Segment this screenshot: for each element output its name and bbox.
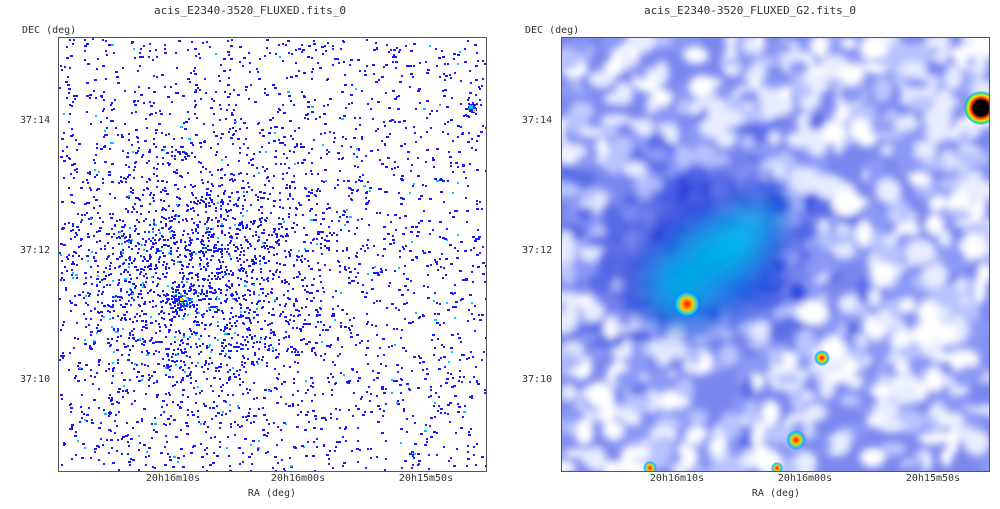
left-ytick-37-10: 37:10 <box>20 374 51 385</box>
left-image-plot[interactable] <box>58 37 487 472</box>
left-image-canvas <box>59 38 486 471</box>
right-image-canvas <box>562 38 989 471</box>
right-panel: acis_E2340-3520_FLUXED_G2.fits_0 DEC (de… <box>500 0 1000 509</box>
right-xtick-20h15m50s: 20h15m50s <box>905 473 961 484</box>
right-ytick-37-12: 37:12 <box>522 245 553 256</box>
cluster-core-source <box>673 290 701 318</box>
right-ra-axis-label: RA (deg) <box>751 488 801 499</box>
left-ytick-37-12: 37:12 <box>20 245 51 256</box>
left-ra-axis-label: RA (deg) <box>247 488 297 499</box>
right-image-plot[interactable] <box>561 37 990 472</box>
bright-point-source <box>964 91 989 125</box>
right-dec-axis-label: DEC (deg) <box>525 25 580 36</box>
left-xtick-20h15m50s: 20h15m50s <box>398 473 454 484</box>
faint-point-source <box>786 430 806 450</box>
faint-point-source <box>771 462 783 471</box>
faint-point-source <box>643 461 657 471</box>
right-ytick-37-14: 37:14 <box>522 115 553 126</box>
left-panel: acis_E2340-3520_FLUXED.fits_0 DEC (deg) … <box>20 4 487 499</box>
faint-point-source <box>814 350 830 366</box>
right-ytick-37-10: 37:10 <box>522 374 553 385</box>
right-xtick-20h16m00s: 20h16m00s <box>777 473 833 484</box>
left-xtick-20h16m00s: 20h16m00s <box>270 473 326 484</box>
left-panel-title: acis_E2340-3520_FLUXED.fits_0 <box>153 4 347 17</box>
left-xtick-20h16m10s: 20h16m10s <box>145 473 201 484</box>
left-ytick-37-14: 37:14 <box>20 115 51 126</box>
left-dec-axis-label: DEC (deg) <box>22 25 77 36</box>
event-pixels <box>59 38 486 471</box>
right-panel-title: acis_E2340-3520_FLUXED_G2.fits_0 <box>644 4 856 17</box>
right-xtick-20h16m10s: 20h16m10s <box>649 473 705 484</box>
